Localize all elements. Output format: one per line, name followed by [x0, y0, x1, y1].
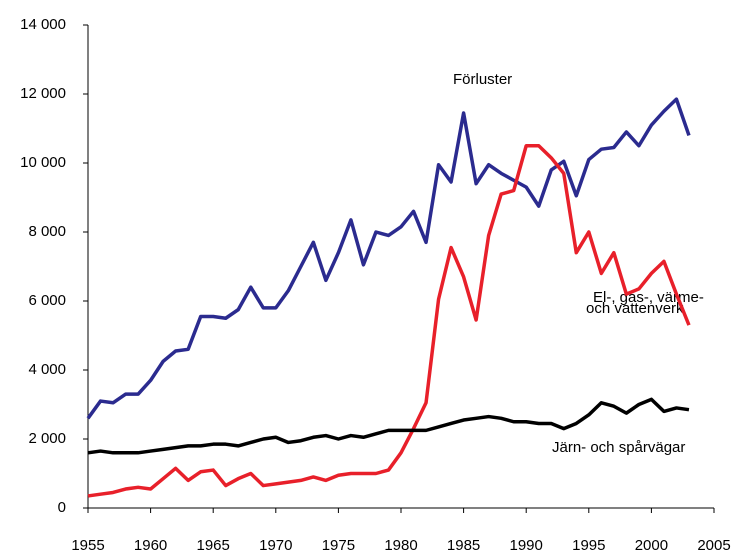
- annotation: Förluster: [453, 71, 512, 88]
- x-tick-label: 2000: [635, 537, 668, 554]
- y-tick-label: 0: [58, 499, 66, 516]
- x-tick-label: 1990: [510, 537, 543, 554]
- annotation: Järn- och spårvägar: [552, 439, 685, 456]
- x-tick-label: 1980: [384, 537, 417, 554]
- y-tick-label: 4 000: [28, 361, 66, 378]
- x-tick-label: 1975: [322, 537, 355, 554]
- y-tick-label: 6 000: [28, 292, 66, 309]
- x-tick-label: 1970: [259, 537, 292, 554]
- x-tick-label: 1965: [197, 537, 230, 554]
- y-tick-label: 12 000: [20, 85, 66, 102]
- series-line: [87, 144, 691, 498]
- y-tick-label: 8 000: [28, 223, 66, 240]
- series-line: [86, 97, 691, 420]
- y-tick-label: 2 000: [28, 430, 66, 447]
- x-tick-label: 2005: [697, 537, 730, 554]
- x-tick-label: 1985: [447, 537, 480, 554]
- x-tick-label: 1955: [71, 537, 104, 554]
- y-tick-label: 14 000: [20, 16, 66, 33]
- y-tick-label: 10 000: [20, 154, 66, 171]
- x-tick-label: 1995: [572, 537, 605, 554]
- x-tick-label: 1960: [134, 537, 167, 554]
- annotation: och vattenverk: [586, 300, 684, 317]
- series-line: [87, 397, 690, 455]
